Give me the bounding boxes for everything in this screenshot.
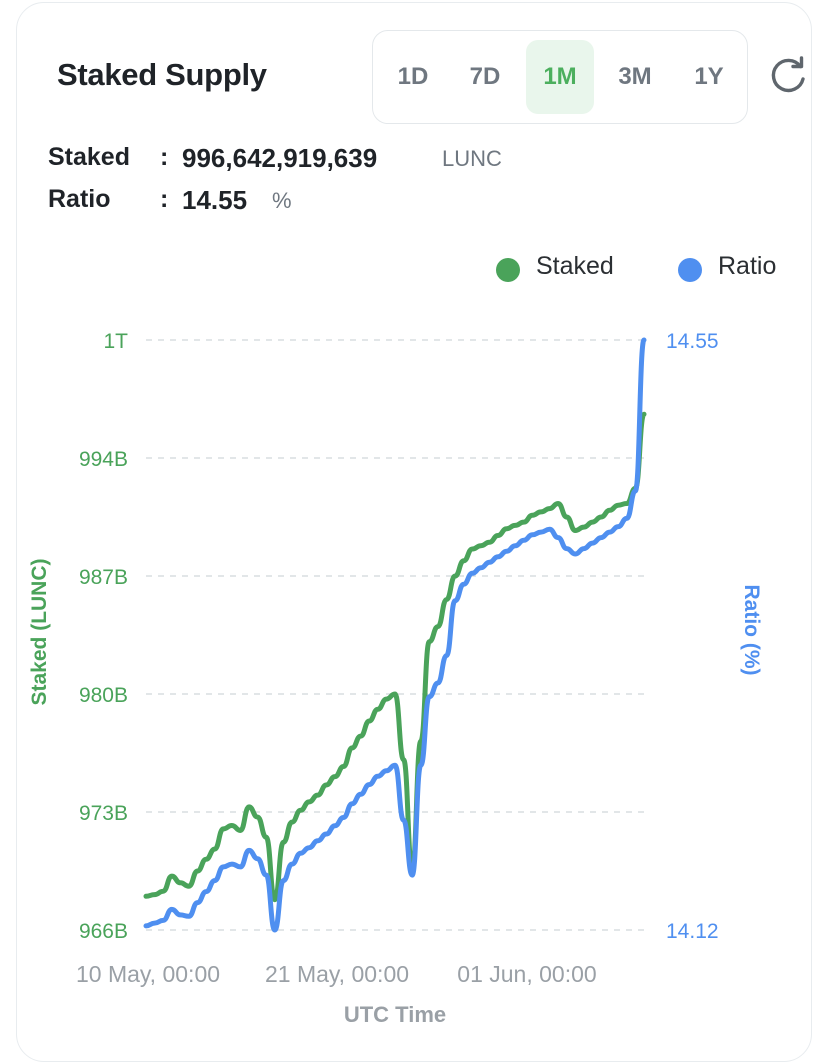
staked-stat-unit: LUNC [442, 146, 502, 171]
range-1d-button[interactable]: 1D [397, 63, 429, 90]
ratio-stat-label: Ratio [48, 185, 111, 213]
ratio-stat-colon: : [160, 185, 169, 213]
range-1m-button[interactable]: 1M [526, 40, 594, 114]
range-3m-button[interactable]: 3M [618, 63, 652, 90]
time-range-selector: 1D 7D 1M 3M 1Y [372, 30, 748, 124]
legend-label-staked: Staked [536, 252, 614, 280]
staked-stat-label: Staked [48, 143, 130, 171]
legend-label-ratio: Ratio [718, 252, 777, 280]
card-title: Staked Supply [57, 57, 267, 92]
staked-legend-dot [496, 258, 520, 282]
staked-supply-card: Staked Supply 1D 7D 1M 3M 1Y [16, 2, 812, 1062]
range-1y-button[interactable]: 1Y [694, 63, 724, 90]
legend-item-ratio[interactable]: Ratio [678, 252, 798, 286]
staked-stat-colon: : [160, 143, 169, 171]
legend-item-staked[interactable]: Staked [496, 252, 636, 286]
staked-stat-value: 996,642,919,639 [182, 143, 378, 173]
range-7d-button[interactable]: 7D [469, 63, 501, 90]
refresh-icon[interactable] [767, 55, 811, 99]
ratio-legend-dot [678, 258, 702, 282]
ratio-stat-unit: % [272, 188, 292, 213]
ratio-stat-value: 14.55 [182, 185, 248, 215]
